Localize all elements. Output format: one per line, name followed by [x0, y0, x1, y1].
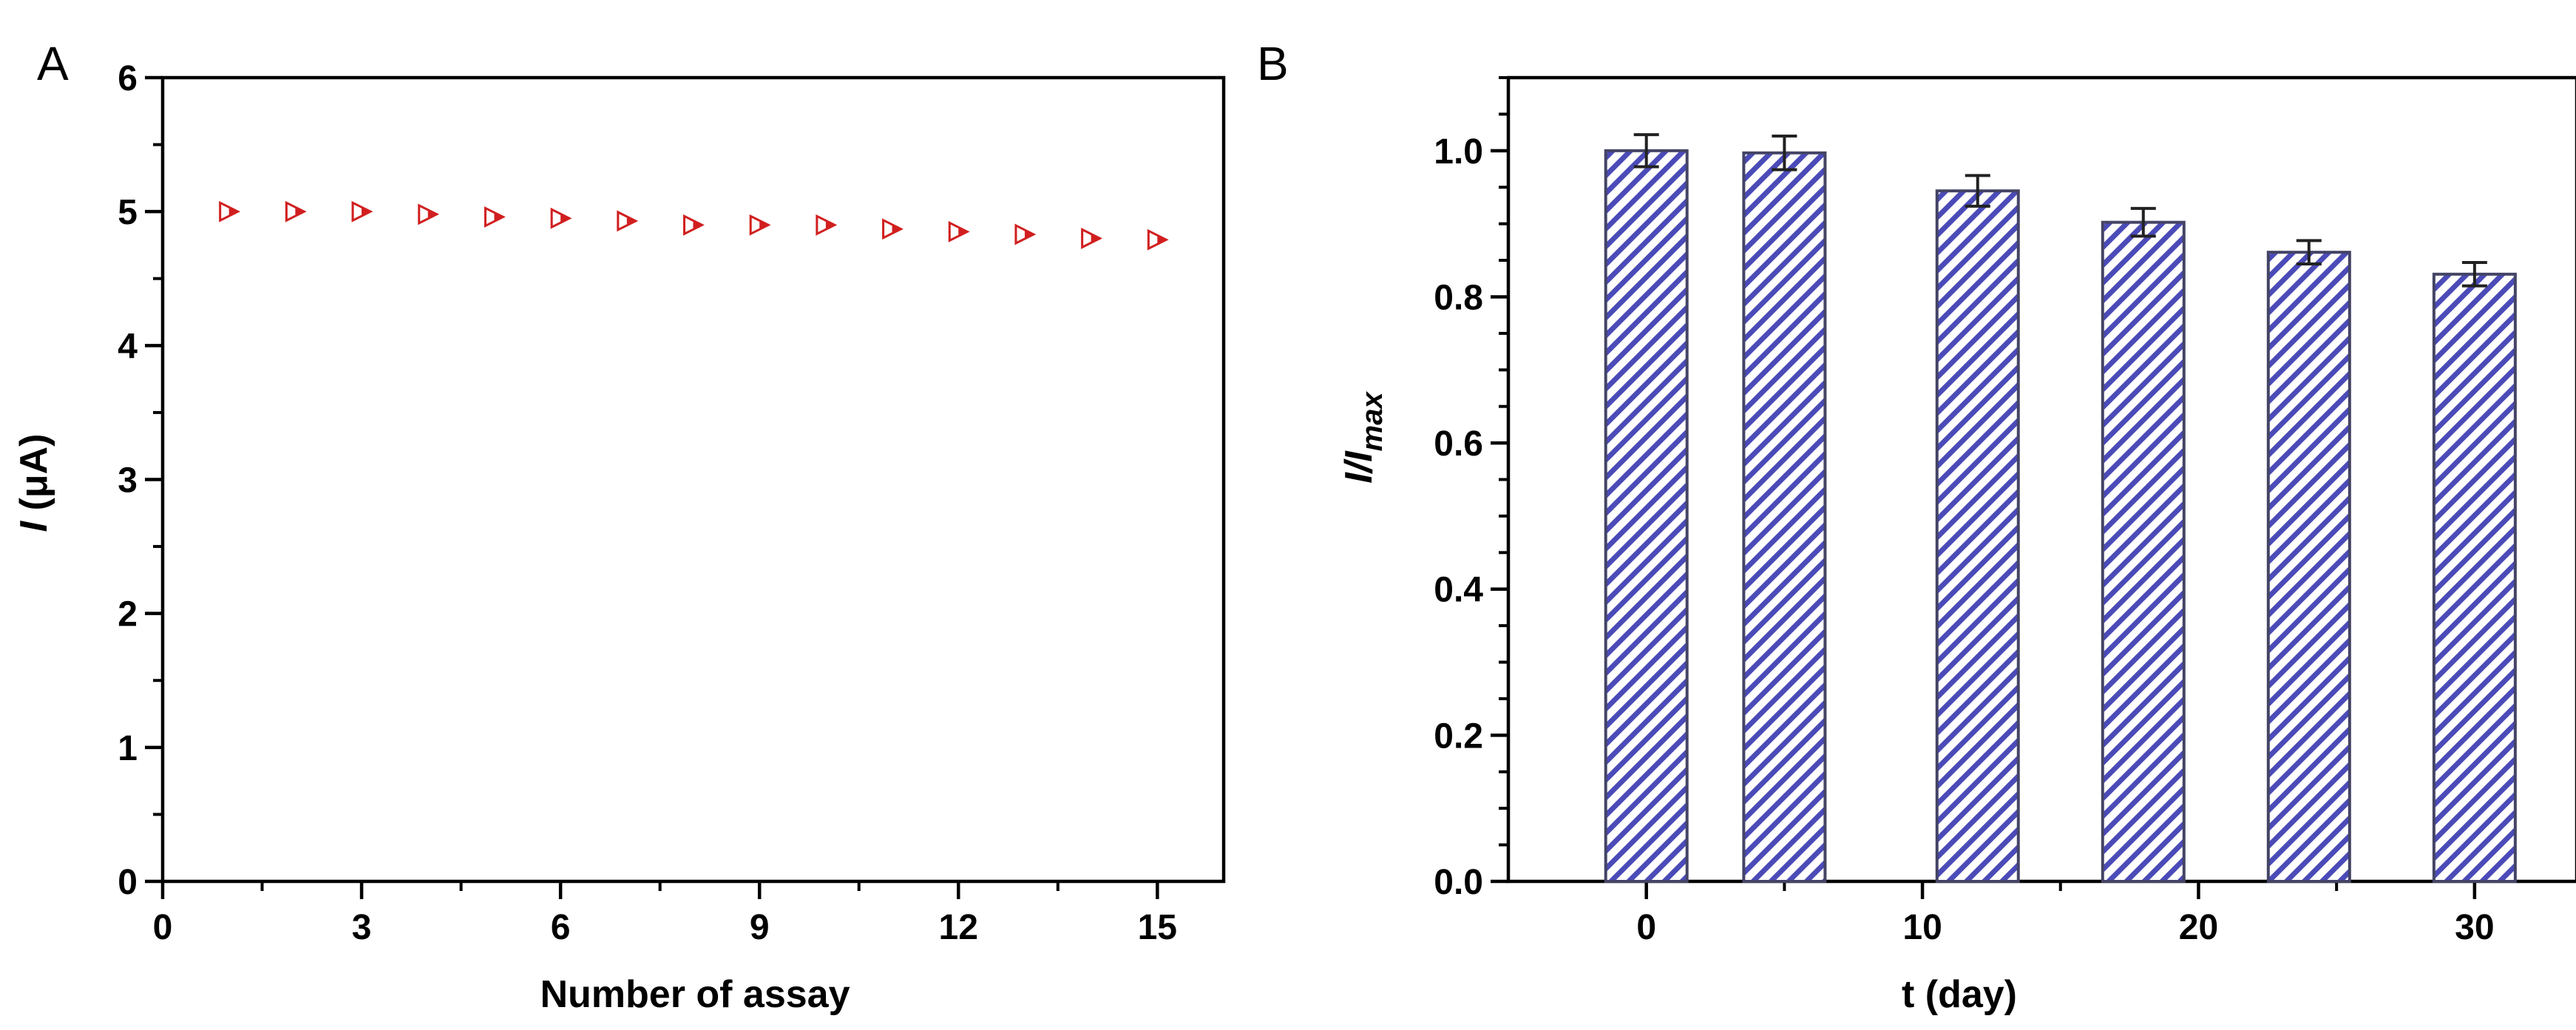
panel-b-y-axis-title-subscript: max [1356, 391, 1389, 452]
panel-b-y-axis-title-main: I/I [1338, 450, 1380, 484]
panel-b-y-tick-label: 0.8 [1434, 278, 1483, 317]
panel-a-data-point [617, 210, 639, 232]
panel-a-data-point [418, 203, 440, 226]
panel-b-x-tick-label: 10 [1902, 908, 1942, 947]
panel-a-y-tick-label: 3 [118, 461, 138, 501]
panel-b-x-tick-label: 0 [1636, 908, 1656, 947]
panel-b-error-bar [1772, 135, 1797, 172]
panel-a-x-axis-title: Number of assay [540, 973, 850, 1016]
panel-a-x-tick-label: 6 [551, 908, 571, 947]
panel-a-y-tick-label: 0 [118, 863, 138, 902]
panel-a-x-tick-label: 12 [939, 908, 978, 947]
panel-b-y-tick-label: 0.0 [1434, 863, 1483, 902]
panel-b-bar [1742, 151, 1827, 884]
panel-a-data-point [219, 200, 241, 223]
panel-b-error-bar [2461, 261, 2487, 288]
panel-b-y-tick-label: 0.6 [1434, 424, 1483, 464]
panel-b-label: B [1257, 37, 1289, 90]
panel-a-y-tick-label: 5 [118, 193, 138, 232]
panel-a-y-axis-title-symbol: I [13, 520, 55, 532]
panel-b-bar [1604, 149, 1689, 883]
panel-a-y-tick-label: 4 [118, 327, 138, 366]
panel-a-data-point [1014, 223, 1037, 245]
panel-b-error-bar [2130, 206, 2156, 238]
panel-a-x-tick-label: 15 [1138, 908, 1177, 947]
panel-a-data-point [550, 207, 572, 229]
panel-a-data-point [749, 214, 771, 236]
panel-b-x-tick-label: 20 [2179, 908, 2218, 947]
panel-a-data-point [1147, 228, 1169, 251]
panel-a-data-point [948, 220, 970, 243]
panel-b-y-tick-label: 1.0 [1434, 132, 1483, 172]
panel-a-x-tick-label: 0 [153, 908, 173, 947]
panel-b-bar [1935, 189, 2020, 884]
panel-a-data-point [683, 214, 705, 236]
panel-a-data-point [285, 200, 307, 223]
panel-b-error-bar [1633, 133, 1659, 169]
panel-a-plot-frame [160, 75, 1226, 884]
panel-a-data-point [484, 206, 506, 228]
panel-b-error-bar [2296, 239, 2322, 265]
panel-a-y-axis-title-unit: (μA) [13, 434, 55, 521]
panel-a-data-point [1081, 227, 1102, 249]
panel-b-x-tick-label: 30 [2455, 908, 2494, 947]
panel-b-error-bar [1965, 174, 1990, 208]
panel-b-bar [2101, 220, 2186, 884]
panel-b-chart: B 0 10 20 30 0.0 0.2 0.4 0.6 0.8 1.0 t (day) I/Im… [1257, 37, 2576, 1016]
panel-b-bar [2432, 272, 2517, 883]
panel-a-data-point [816, 214, 838, 236]
panel-b-axes: 0 10 20 30 0.0 0.2 0.4 0.6 0.8 1.0 [1434, 75, 2576, 947]
panel-a-label: A [37, 37, 69, 90]
panel-a-y-tick-label: 2 [118, 595, 138, 634]
panel-a-x-tick-label: 9 [750, 908, 770, 947]
panel-a-y-tick-label: 6 [118, 59, 138, 98]
panel-a-data-point [882, 218, 904, 240]
panel-a-x-tick-label: 3 [352, 908, 372, 947]
panel-a-y-axis-title: I (μA) [13, 434, 55, 532]
panel-a-data-points [219, 200, 1169, 251]
panel-b-x-axis-title: t (day) [1902, 973, 2017, 1016]
panel-b-bars [1604, 133, 2517, 884]
panel-b-y-tick-label: 0.4 [1434, 571, 1483, 610]
panel-a-data-point [351, 200, 373, 223]
panel-a-y-tick-label: 1 [118, 729, 138, 768]
panel-b-y-tick-label: 0.2 [1434, 716, 1483, 756]
panel-b-bar [2266, 251, 2351, 883]
panel-b-y-axis-title: I/Imax [1338, 391, 1389, 484]
